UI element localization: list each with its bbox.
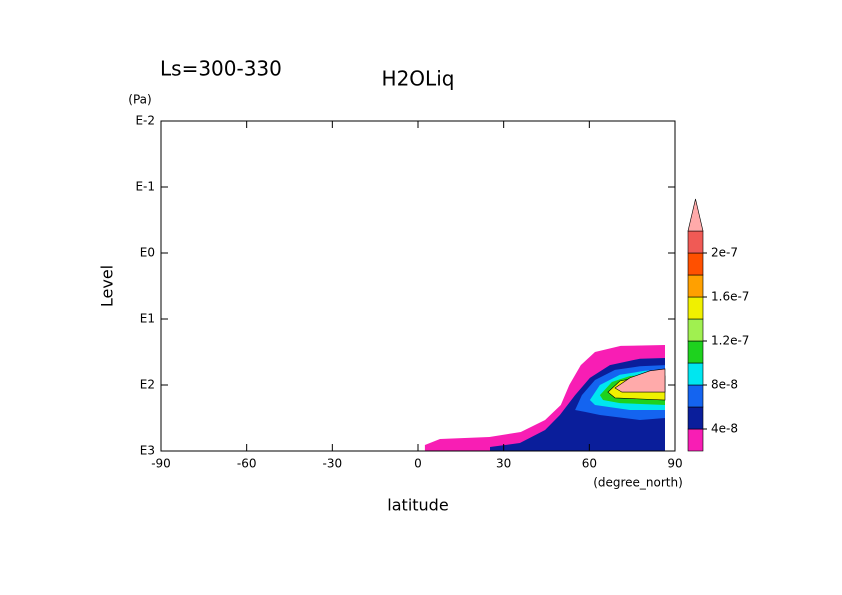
x-tick-label: -60 xyxy=(237,457,257,471)
colorbar-box xyxy=(687,318,704,342)
chart-title: H2OLiq xyxy=(382,67,455,91)
contour-region xyxy=(614,368,666,393)
x-tick-label: 30 xyxy=(496,457,511,471)
x-tick-label: 0 xyxy=(414,457,422,471)
x-tick-label: -90 xyxy=(151,457,171,471)
y-tick-label: E0 xyxy=(140,246,155,260)
colorbar-box xyxy=(687,296,704,320)
y-axis-label: Level xyxy=(98,265,117,307)
colorbar-box xyxy=(687,230,704,254)
x-axis-label: latitude xyxy=(387,496,448,515)
y-tick-label: E3 xyxy=(140,444,155,458)
y-tick-label: E1 xyxy=(140,312,155,326)
colorbar-label: 2e-7 xyxy=(711,246,738,260)
x-tick-label: 90 xyxy=(667,457,682,471)
y-tick-label: E-2 xyxy=(135,114,155,128)
y-tick-label: E-1 xyxy=(135,180,155,194)
colorbar-extend xyxy=(687,198,704,232)
colorbar-box xyxy=(687,252,704,276)
x-tick-label: -30 xyxy=(323,457,343,471)
colorbar-box xyxy=(687,274,704,298)
colorbar-box xyxy=(687,384,704,408)
colorbar-label: 1.2e-7 xyxy=(711,334,749,348)
y-unit: (Pa) xyxy=(128,93,151,107)
colorbar-box xyxy=(687,362,704,386)
colorbar-box xyxy=(687,340,704,364)
x-tick-label: 60 xyxy=(582,457,597,471)
colorbar-label: 8e-8 xyxy=(711,378,738,392)
colorbar-label: 1.6e-7 xyxy=(711,290,749,304)
x-unit: (degree_north) xyxy=(593,476,683,490)
colorbar-label: 4e-8 xyxy=(711,422,738,436)
y-tick-label: E2 xyxy=(140,378,155,392)
chart-subtitle: Ls=300-330 xyxy=(160,57,282,81)
colorbar-box xyxy=(687,406,704,430)
colorbar-box xyxy=(687,428,704,452)
